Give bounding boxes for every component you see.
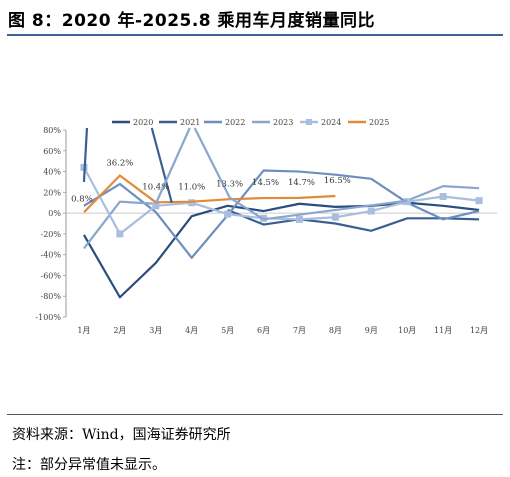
x-tick-label: 9月 [365, 326, 378, 335]
series-line-2023 [406, 185, 480, 202]
series-marker-2024 [367, 207, 375, 215]
series-line-2023 [193, 127, 231, 199]
series-line-2025 [83, 174, 336, 214]
y-tick-label: -100% [35, 313, 61, 322]
data-label-2025: 14.5% [252, 178, 279, 188]
series-marker-2024 [331, 213, 339, 221]
y-tick-label: -60% [41, 271, 62, 280]
legend-label: 2020 [133, 118, 153, 127]
x-tick-label: 7月 [293, 326, 306, 335]
legend-label: 2024 [321, 118, 341, 127]
series-marker-2024 [116, 230, 124, 238]
series-line-2021 [82, 127, 89, 183]
series-line-2023 [263, 199, 408, 221]
legend-label: 2025 [369, 118, 389, 127]
x-tick-label: 6月 [257, 326, 270, 335]
y-tick-label: 60% [43, 147, 61, 156]
series-line-2020 [83, 201, 480, 299]
y-tick-label: 40% [43, 168, 61, 177]
y-tick-label: -80% [41, 292, 62, 301]
series-marker-2024 [224, 210, 232, 218]
data-label-2025: 13.3% [216, 179, 243, 189]
note-text: 注：部分异常值未显示。 [12, 457, 166, 473]
y-tick-label: 80% [43, 126, 61, 135]
legend-label: 2021 [180, 118, 200, 127]
series-line-2023 [154, 127, 191, 205]
series-marker-2024 [439, 192, 447, 200]
figure-title: 图 8：2020 年-2025.8 乘用车月度销量同比 [8, 11, 376, 31]
x-tick-label: 1月 [77, 326, 90, 335]
data-label-2025: 36.2% [106, 159, 133, 169]
line-chart: -100% -80% -60% -40% -20% 0% 20% 40% 60% 80% 1月 2月 3… [35, 118, 497, 335]
data-label-2025: 16.5% [324, 176, 351, 186]
y-tick-label: 0% [48, 209, 61, 218]
series-marker-2024 [295, 215, 303, 223]
series-line-2021 [150, 127, 173, 204]
data-label-2025: 11.0% [178, 183, 205, 193]
footer-rule [7, 414, 503, 415]
legend-label: 2022 [225, 118, 245, 127]
series-line-2023 [229, 196, 265, 221]
x-tick-label: 10月 [398, 326, 416, 335]
y-tick-label: -20% [41, 230, 62, 239]
data-label-2025: 10.4% [142, 182, 169, 192]
y-tick-label: -40% [41, 251, 62, 260]
source-text: 资料来源：Wind，国海证券研究所 [12, 427, 231, 443]
series-line-2024 [82, 166, 480, 235]
data-label-2025: 0.8% [71, 194, 93, 204]
series-marker-2024 [152, 202, 160, 210]
legend-marker [306, 119, 312, 125]
data-label-2025: 14.7% [288, 178, 315, 188]
x-tick-label: 8月 [329, 326, 342, 335]
y-tick-label: 20% [43, 188, 61, 197]
legend-label: 2023 [273, 118, 293, 127]
series-marker-2024 [475, 197, 483, 205]
x-tick-label: 12月 [470, 326, 488, 335]
x-tick-label: 2月 [113, 326, 126, 335]
series-line-2021 [227, 208, 480, 232]
title-rule [7, 34, 503, 36]
x-tick-label: 4月 [185, 326, 198, 335]
x-tick-label: 5月 [221, 326, 234, 335]
series-line-2023 [83, 200, 156, 250]
x-tick-label: 3月 [149, 326, 162, 335]
series-line-2022 [83, 169, 480, 259]
x-tick-label: 11月 [434, 326, 452, 335]
